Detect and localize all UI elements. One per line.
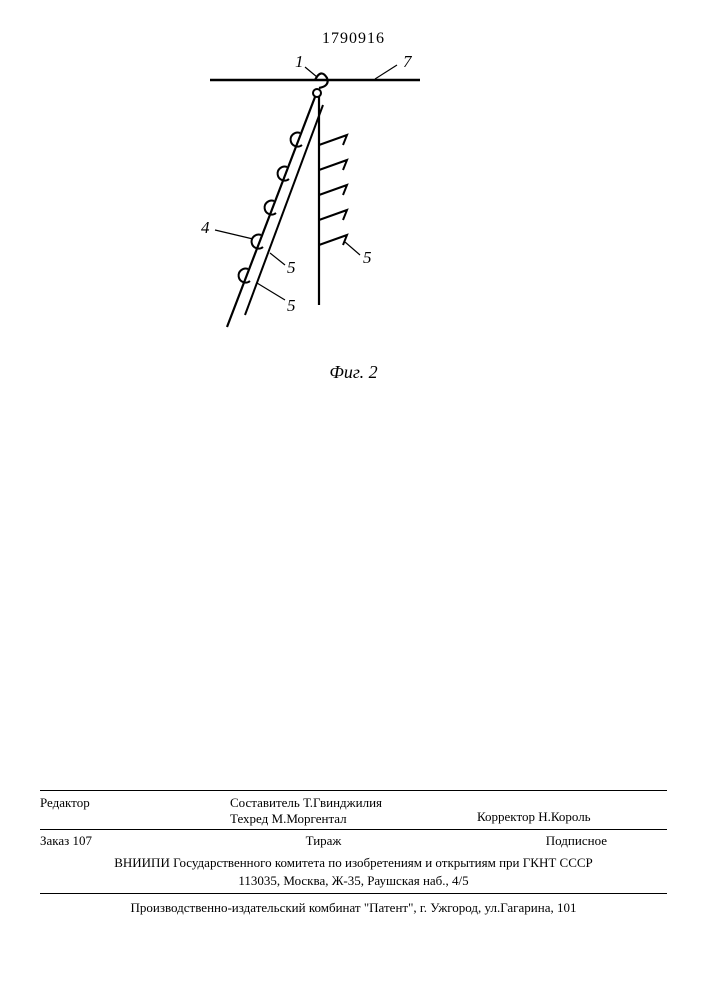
credits-mid: Составитель Т.Гвинджилия Техред М.Морген… — [230, 795, 477, 827]
leader-7 — [375, 65, 397, 79]
label-4: 4 — [201, 218, 210, 237]
leader-4 — [215, 230, 253, 239]
label-5b: 5 — [287, 296, 296, 315]
editor-label: Редактор — [40, 795, 230, 827]
figure-svg: 1 7 4 5 5 5 — [175, 55, 455, 365]
order: Заказ 107 — [40, 833, 229, 849]
meta-row: Заказ 107 Тираж Подписное — [40, 830, 667, 852]
right-barbs — [319, 135, 347, 245]
tirage: Тираж — [229, 833, 418, 849]
credits-row: Редактор Составитель Т.Гвинджилия Техред… — [40, 791, 667, 829]
figure-caption: Фиг. 2 — [0, 362, 707, 383]
corrector: Корректор Н.Король — [477, 795, 667, 827]
compiler: Составитель Т.Гвинджилия — [230, 795, 477, 811]
left-stem — [227, 97, 315, 327]
label-1: 1 — [295, 55, 304, 71]
figure-2: 1 7 4 5 5 5 — [175, 55, 455, 365]
print-line: Производственно-издательский комбинат "П… — [40, 894, 667, 916]
subscription: Подписное — [418, 833, 667, 849]
patent-number: 1790916 — [0, 30, 707, 48]
footer-block: Редактор Составитель Т.Гвинджилия Техред… — [40, 790, 667, 916]
org-line1: ВНИИПИ Государственного комитета по изоб… — [40, 854, 667, 872]
org-lines: ВНИИПИ Государственного комитета по изоб… — [40, 852, 667, 893]
top-ring — [313, 89, 321, 97]
leader-5c — [345, 242, 360, 255]
leader-1 — [305, 67, 317, 77]
label-5a: 5 — [287, 258, 296, 277]
org-line2: 113035, Москва, Ж-35, Раушская наб., 4/5 — [40, 872, 667, 890]
leader-5a — [270, 253, 285, 265]
label-7: 7 — [403, 55, 413, 71]
techred: Техред М.Моргентал — [230, 811, 477, 827]
patent-page: 1790916 — [0, 0, 707, 1000]
leader-5b — [257, 283, 285, 300]
label-5c: 5 — [363, 248, 372, 267]
